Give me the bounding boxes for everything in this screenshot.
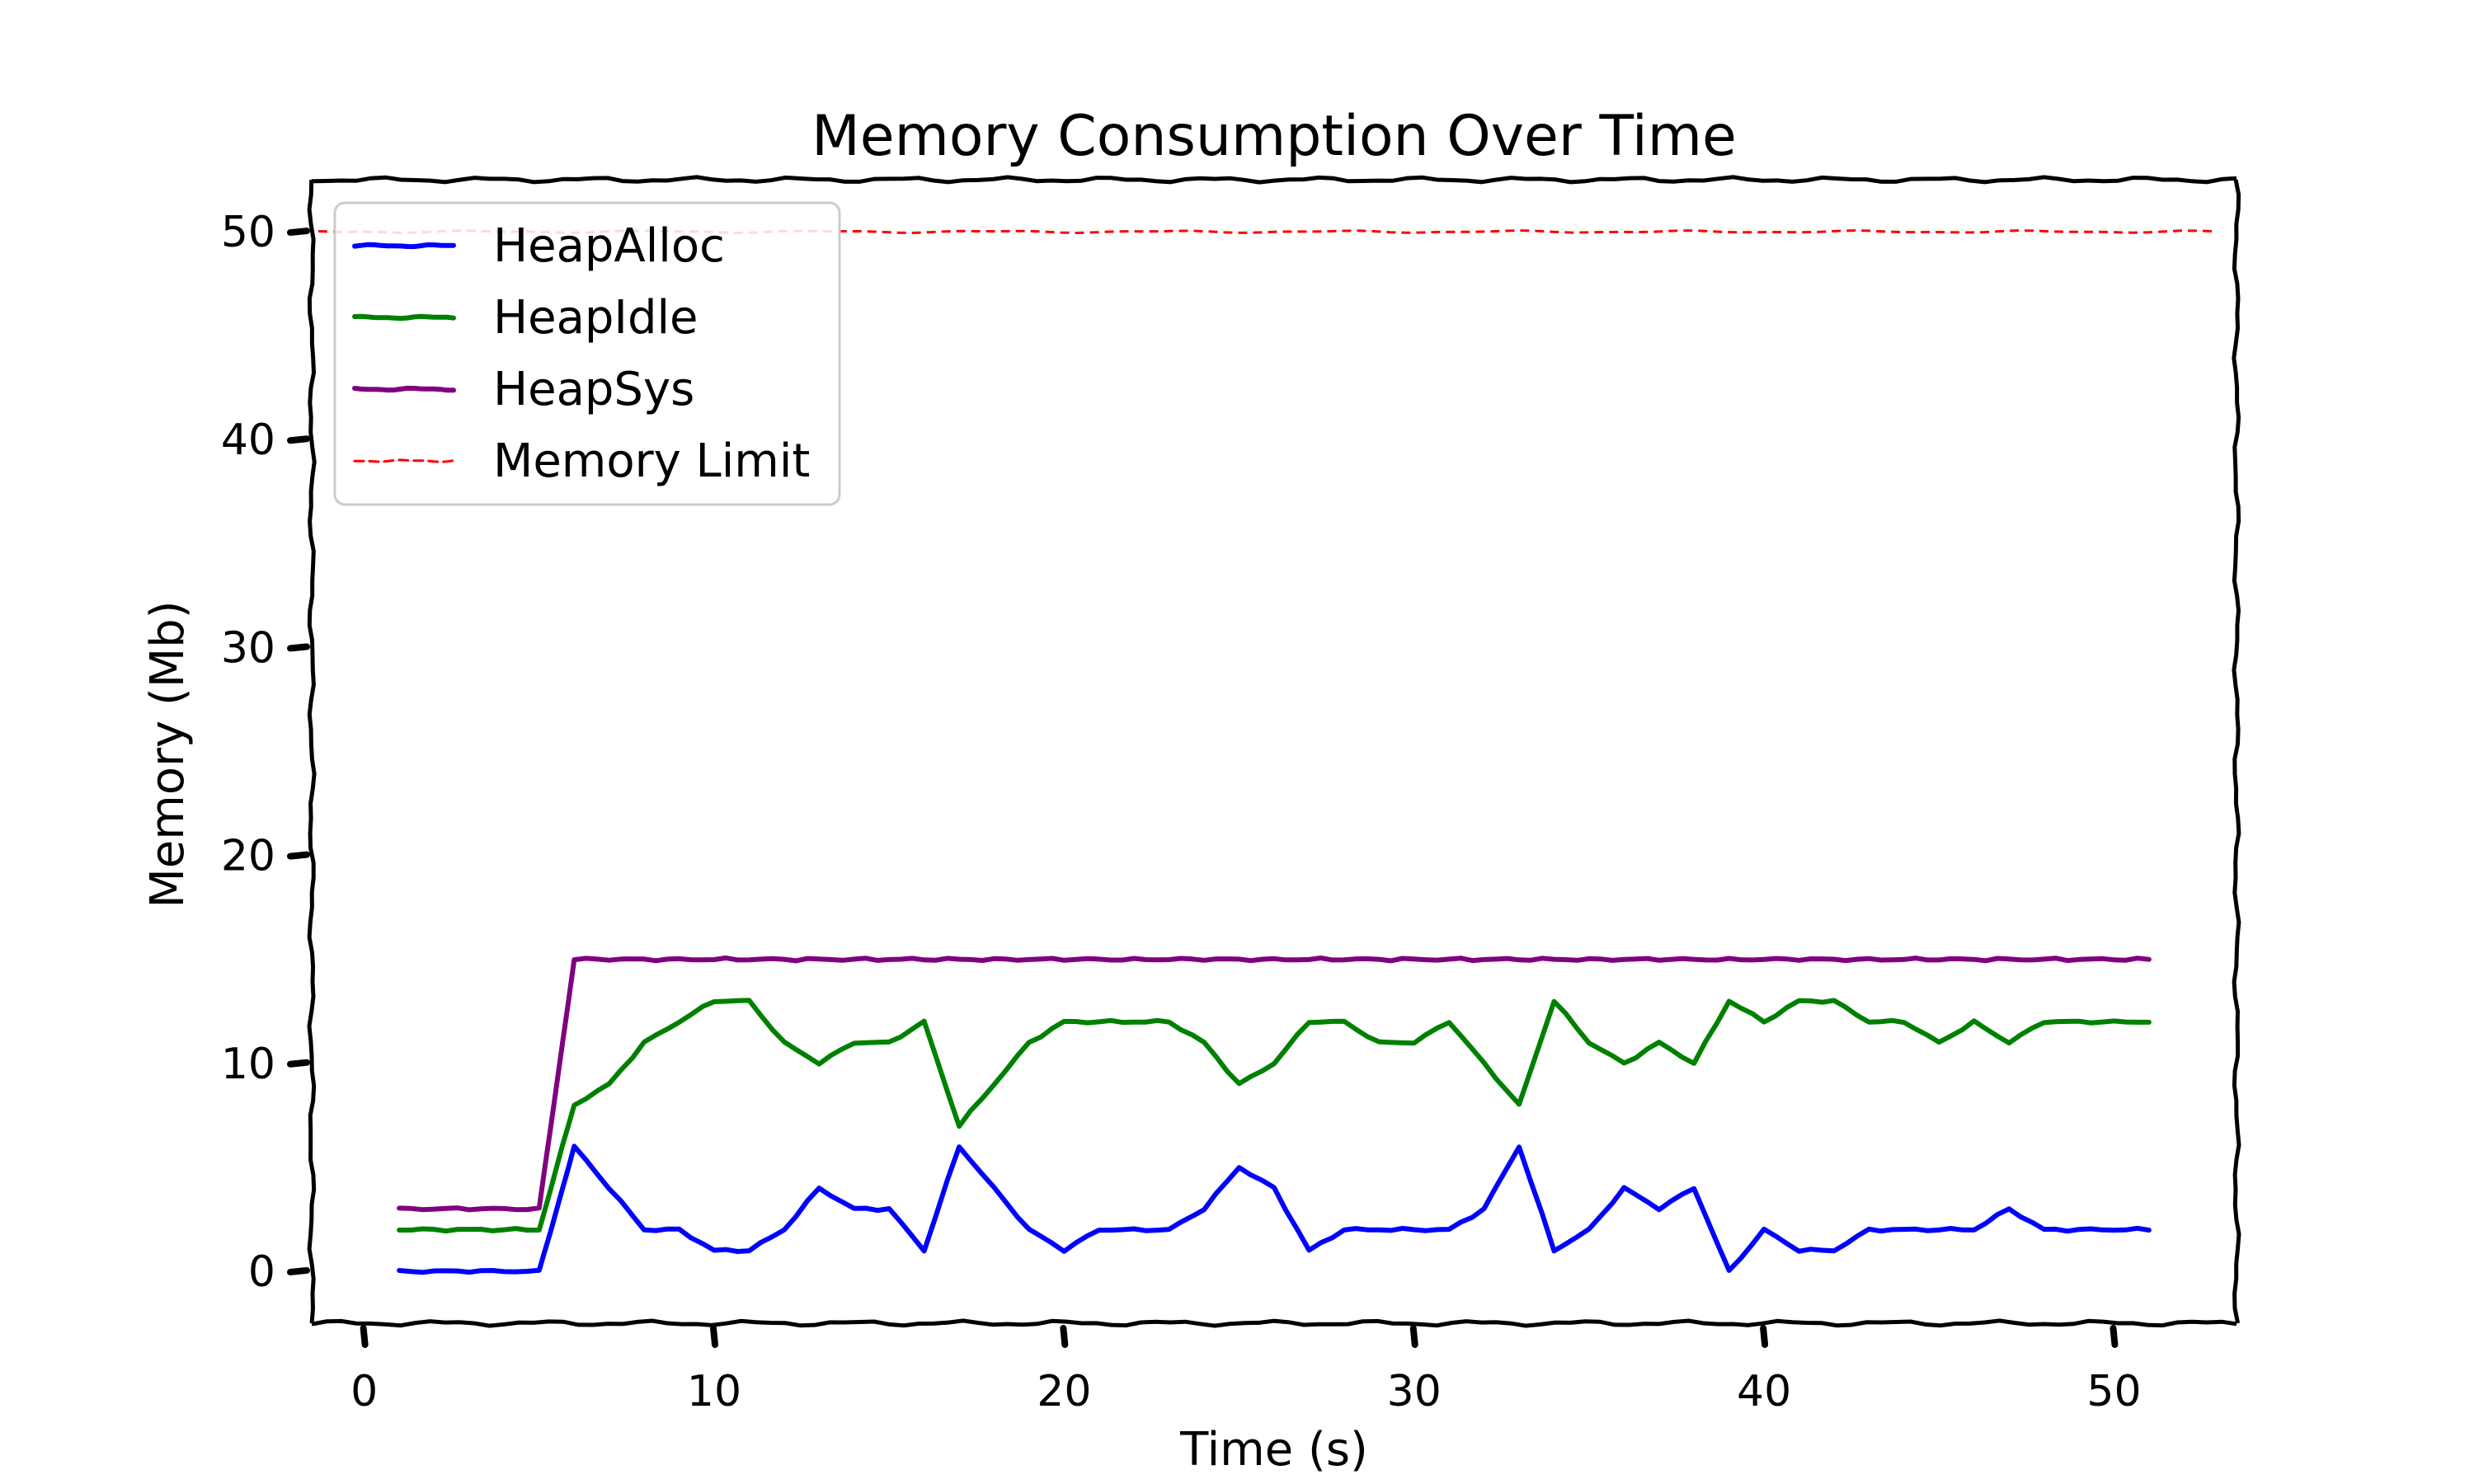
series-line-heapidle: [397, 998, 2152, 1234]
y-tick-mark: [287, 435, 310, 444]
legend: HeapAlloc HeapIdle HeapSys Memory Limit: [333, 201, 841, 506]
plot-frame: [307, 175, 2241, 1328]
legend-swatch-heapalloc: [352, 242, 456, 250]
y-tick-mark: [287, 228, 310, 237]
x-tick-mark: [710, 1325, 719, 1348]
legend-swatch-heapidle: [352, 313, 456, 322]
x-tick-label: 50: [2086, 1367, 2141, 1416]
y-tick-label: 40: [221, 416, 275, 465]
x-tick-label: 10: [687, 1367, 741, 1416]
y-tick-mark: [287, 1266, 310, 1275]
x-tick-mark: [2109, 1325, 2119, 1348]
series-line-heapalloc: [397, 1144, 2152, 1275]
x-tick-mark: [1760, 1325, 1769, 1348]
y-tick-label: 0: [248, 1247, 275, 1297]
y-tick-mark: [287, 851, 310, 860]
x-tick-label: 30: [1387, 1367, 1442, 1416]
x-axis-label: Time (s): [1179, 1423, 1368, 1477]
ticks-layer: 0 10 20 30 40 50 0 10 20 30 40 50: [221, 208, 2142, 1416]
legend-label-memory-limit: Memory Limit: [493, 434, 810, 488]
y-tick-label: 50: [221, 208, 275, 257]
legend-swatch-memory-limit: [353, 458, 455, 463]
x-tick-label: 0: [350, 1367, 378, 1416]
y-tick-label: 20: [221, 832, 275, 881]
y-tick-label: 30: [221, 623, 275, 673]
y-tick-mark: [287, 1059, 310, 1068]
y-tick-label: 10: [221, 1040, 275, 1089]
x-tick-label: 20: [1037, 1367, 1091, 1416]
series-line-heapsys: [397, 955, 2152, 1213]
y-axis-label: Memory (Mb): [141, 600, 195, 908]
x-tick-mark: [360, 1325, 369, 1348]
legend-label-heapidle: HeapIdle: [493, 291, 698, 345]
x-tick-mark: [1060, 1325, 1069, 1348]
series-layer: [317, 229, 2216, 1275]
legend-label-heapsys: HeapSys: [493, 363, 694, 416]
y-tick-mark: [287, 643, 310, 652]
chart-title: Memory Consumption Over Time: [811, 104, 1737, 169]
x-tick-mark: [1409, 1325, 1418, 1348]
legend-swatch-heapsys: [352, 385, 456, 393]
legend-box: [333, 201, 841, 506]
legend-items: HeapAlloc HeapIdle HeapSys Memory Limit: [352, 219, 810, 488]
x-tick-label: 40: [1737, 1367, 1791, 1416]
legend-label-heapalloc: HeapAlloc: [493, 219, 725, 273]
